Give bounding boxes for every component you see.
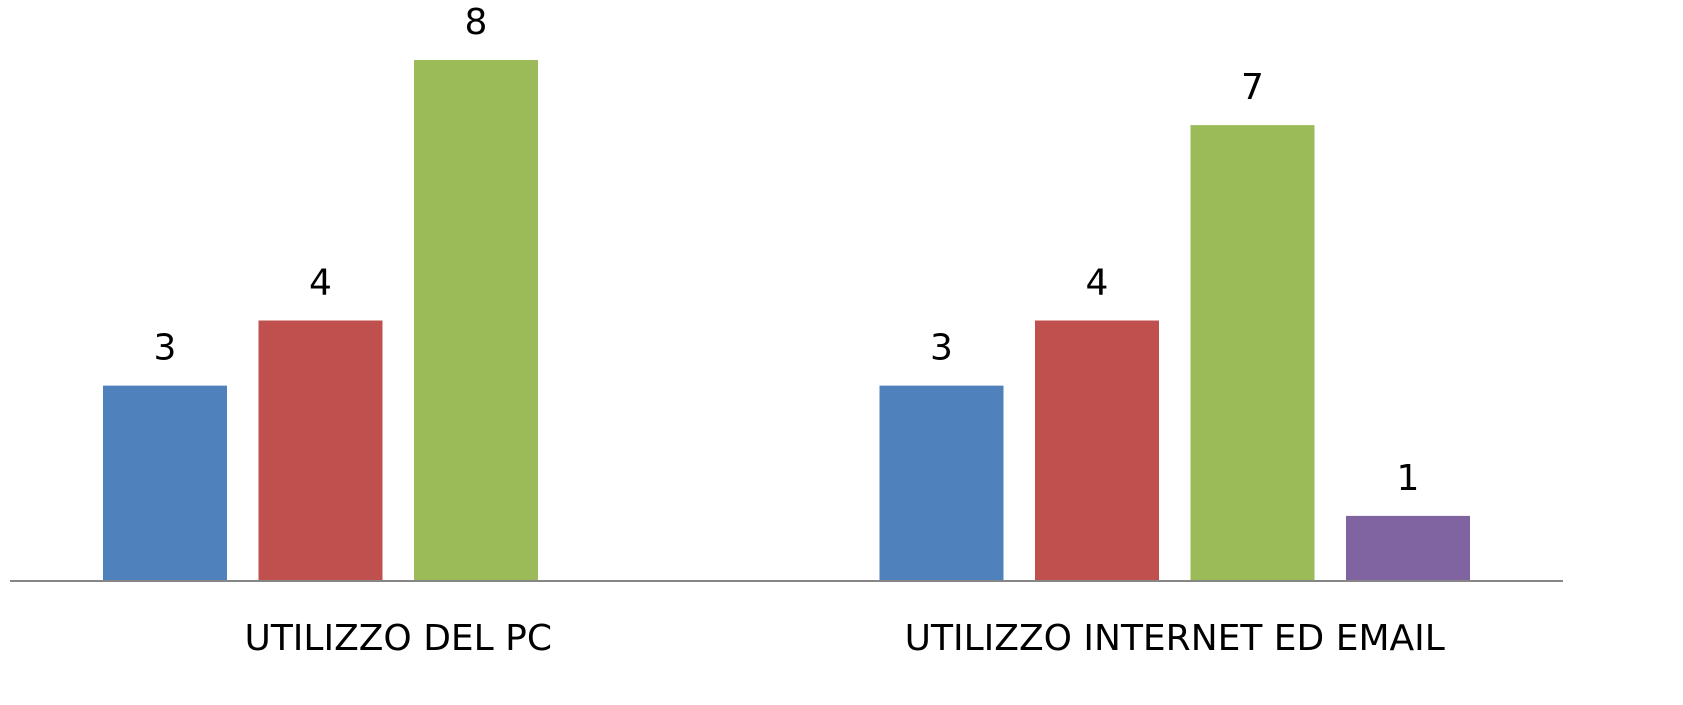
- value-label: 4: [309, 263, 332, 304]
- value-label: 7: [1241, 67, 1264, 108]
- bar: [258, 320, 383, 581]
- bar: [1190, 125, 1315, 581]
- x-tick-label: UTILIZZO INTERNET ED EMAIL: [905, 618, 1445, 659]
- bar: [879, 385, 1004, 581]
- bar: [414, 60, 538, 581]
- x-tick-label: UTILIZZO DEL PC: [244, 618, 552, 659]
- value-label: 1: [1397, 458, 1420, 499]
- value-label: 3: [930, 328, 953, 369]
- value-label: 8: [465, 2, 488, 43]
- bar: [1035, 320, 1159, 581]
- bar: [1346, 515, 1470, 581]
- value-label: 3: [154, 328, 177, 369]
- bar: [103, 385, 227, 581]
- value-label: 4: [1086, 263, 1109, 304]
